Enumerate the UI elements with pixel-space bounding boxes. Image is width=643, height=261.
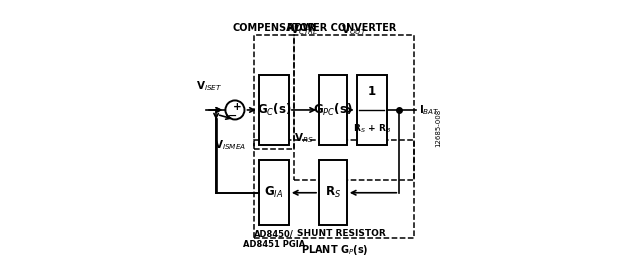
Text: +: + (233, 103, 241, 112)
Text: AD8450/
AD8451 PGIA: AD8450/ AD8451 PGIA (243, 229, 305, 248)
Bar (254, 140, 414, 238)
Text: R$_S$: R$_S$ (325, 185, 341, 200)
Text: G$_{PC}$(s): G$_{PC}$(s) (313, 102, 352, 118)
Bar (357, 75, 386, 145)
Text: 1: 1 (368, 85, 376, 98)
Bar (258, 160, 289, 225)
Text: R$_S$ + R$_B$: R$_S$ + R$_B$ (352, 122, 391, 135)
Text: I$_{BAT}$: I$_{BAT}$ (419, 103, 440, 117)
Bar (319, 160, 347, 225)
Text: 12685-008: 12685-008 (435, 108, 441, 147)
Text: G$_C$(s): G$_C$(s) (257, 102, 291, 118)
Text: SHUNT RESISTOR: SHUNT RESISTOR (297, 229, 386, 238)
Bar (319, 75, 347, 145)
Text: G$_{IA}$: G$_{IA}$ (264, 185, 284, 200)
Text: V$_{OUT}$: V$_{OUT}$ (341, 23, 367, 37)
Text: −: − (228, 111, 237, 121)
Text: V$_{ISET}$: V$_{ISET}$ (196, 79, 222, 93)
Bar (294, 35, 414, 180)
Text: COMPENSATOR: COMPENSATOR (232, 23, 316, 33)
Text: POWER CONVERTER: POWER CONVERTER (287, 23, 396, 33)
Bar (258, 75, 289, 145)
Bar (254, 35, 294, 149)
Text: V$_{RS}$: V$_{RS}$ (294, 131, 314, 145)
Text: PLANT G$_P$(s): PLANT G$_P$(s) (300, 243, 368, 257)
Text: V$_{ISMEA}$: V$_{ISMEA}$ (213, 138, 246, 152)
Text: V$_{CTRL}$: V$_{CTRL}$ (290, 23, 318, 37)
